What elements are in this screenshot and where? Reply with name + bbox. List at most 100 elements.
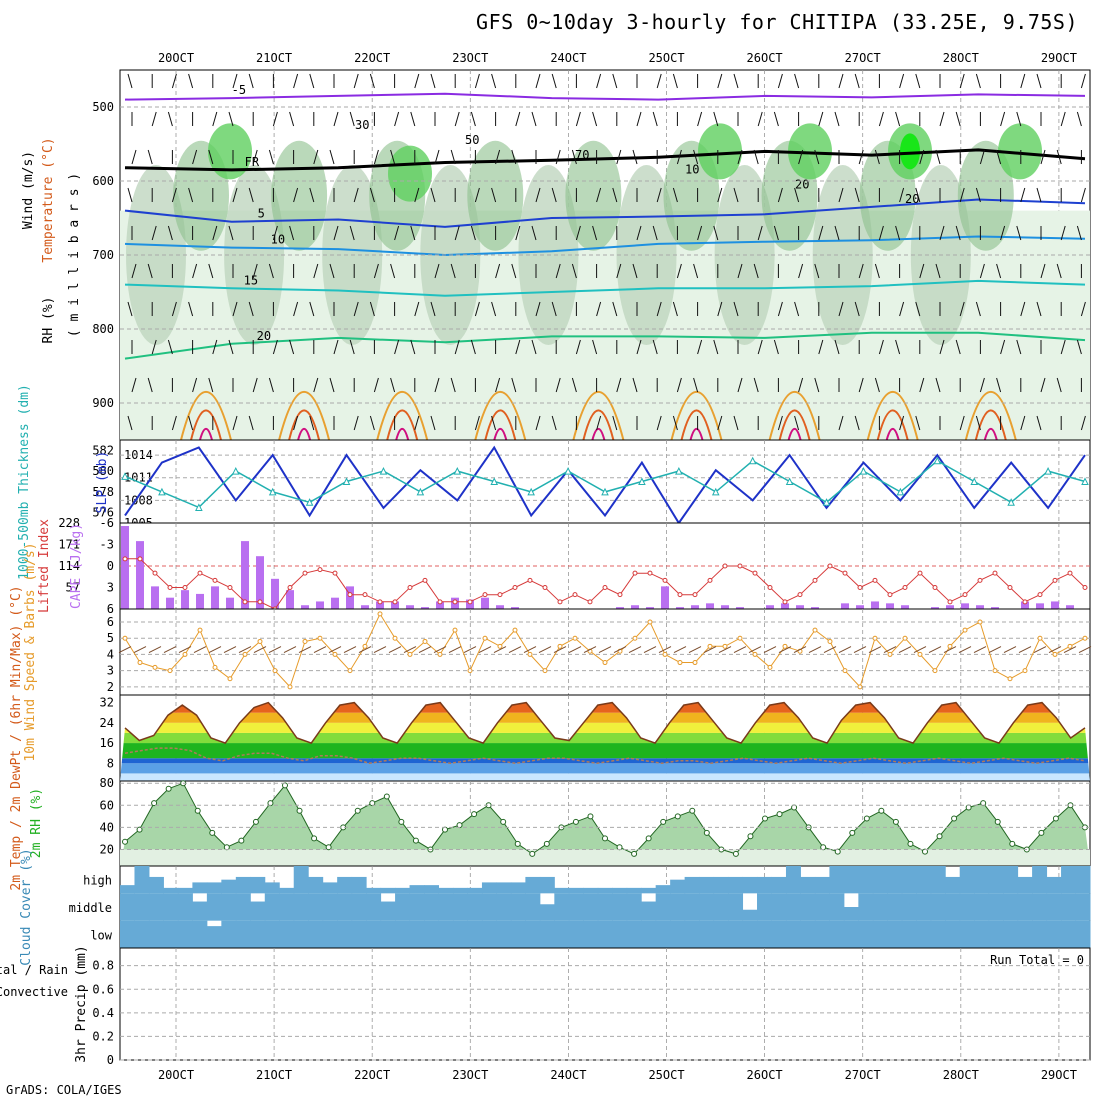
rh2m-point bbox=[529, 850, 536, 857]
pressure-tick: 800 bbox=[92, 322, 114, 336]
chart-title: GFS 0~10day 3-hourly for CHITIPA (33.25E… bbox=[476, 10, 1078, 34]
rh2m-point bbox=[660, 818, 667, 825]
cloud-bar bbox=[452, 920, 468, 948]
cloud-bar bbox=[539, 904, 555, 921]
rh2m-base bbox=[120, 849, 1090, 866]
wind-speed-point bbox=[527, 651, 533, 657]
thickness-point bbox=[896, 487, 905, 496]
wind-barb bbox=[632, 377, 638, 393]
rh-contour-label: 20 bbox=[795, 177, 809, 191]
rh2m-point bbox=[194, 807, 201, 814]
rh2m-point bbox=[587, 813, 594, 820]
cloud-bar bbox=[452, 893, 468, 921]
wind-barb bbox=[955, 225, 961, 241]
cloud-bar bbox=[930, 893, 946, 921]
surface-wind-barb bbox=[508, 646, 522, 654]
rh2m-point bbox=[689, 807, 696, 814]
wind-barb bbox=[818, 111, 824, 127]
li-point bbox=[707, 577, 713, 583]
temp-band bbox=[120, 722, 1090, 733]
cloud-bar bbox=[337, 920, 353, 948]
cloud-bar bbox=[597, 893, 613, 921]
wind-barb bbox=[491, 187, 497, 203]
wind-barb bbox=[333, 111, 339, 127]
wind-barb bbox=[293, 301, 299, 317]
top-xtick: 27OCT bbox=[845, 51, 881, 65]
cloud-bar bbox=[872, 920, 888, 948]
wind-barb bbox=[676, 377, 682, 393]
label-cloud: Cloud Cover (%) bbox=[19, 848, 34, 965]
wind-barb bbox=[612, 187, 618, 203]
rh2m-point bbox=[412, 837, 419, 844]
cloud-bar bbox=[568, 920, 584, 948]
wind-speed-point bbox=[122, 635, 128, 641]
wind-barb bbox=[192, 263, 198, 279]
pressure-tick: 500 bbox=[92, 100, 114, 114]
wind-barb bbox=[272, 111, 278, 127]
temp-band bbox=[120, 758, 1090, 764]
wind-barb bbox=[353, 415, 359, 431]
cloud-bar bbox=[380, 901, 396, 921]
wind-barb bbox=[996, 149, 1002, 165]
wind-barb bbox=[854, 187, 860, 203]
surface-wind-barb bbox=[148, 646, 162, 654]
rh2m-point bbox=[252, 818, 259, 825]
wind-speed-point bbox=[1037, 635, 1043, 641]
isotherm-line bbox=[124, 92, 1086, 101]
thickness-point bbox=[970, 477, 979, 485]
surface-wind-barb bbox=[838, 646, 852, 654]
top-xtick: 21OCT bbox=[256, 51, 292, 65]
wind-speed-point bbox=[452, 627, 458, 633]
wind-barb bbox=[592, 225, 598, 241]
wind-barb bbox=[353, 73, 359, 89]
wind-barb bbox=[171, 415, 177, 431]
wind-barb bbox=[127, 187, 133, 203]
wind-barb bbox=[939, 111, 945, 127]
wind-speed-point bbox=[437, 651, 443, 657]
wind-barb bbox=[515, 339, 521, 355]
wind-barb bbox=[693, 377, 699, 393]
cloud-bar bbox=[409, 920, 425, 948]
li-point bbox=[512, 585, 518, 590]
temp-tick: 24 bbox=[100, 716, 114, 730]
wind-speed-point bbox=[287, 684, 293, 690]
slp-tick: 1011 bbox=[124, 471, 153, 485]
wind-barb bbox=[777, 301, 783, 317]
wind-barb bbox=[414, 301, 420, 317]
wind-barb bbox=[777, 73, 783, 89]
li-point bbox=[137, 556, 143, 562]
wind-barb bbox=[208, 263, 214, 279]
warm-contour bbox=[474, 391, 527, 441]
wind-barb bbox=[1020, 301, 1026, 317]
li-point bbox=[1082, 585, 1088, 590]
wind-barb bbox=[612, 301, 618, 317]
wind-barb bbox=[289, 339, 295, 355]
cloud-bar bbox=[684, 876, 700, 894]
label-wind10m: 10m Wind Speed & Barbs (m/s) bbox=[23, 542, 38, 761]
bottom-xtick: 22OCT bbox=[354, 1068, 390, 1082]
wind-barb bbox=[192, 149, 198, 165]
wind-barb bbox=[672, 415, 678, 431]
cape-bar bbox=[841, 603, 849, 609]
surface-wind-barb bbox=[583, 646, 597, 654]
cloud-bar bbox=[829, 893, 845, 921]
thickness-point bbox=[711, 487, 720, 496]
wind-speed-point bbox=[827, 638, 833, 644]
label-wind: Wind (m/s) bbox=[21, 151, 36, 229]
wind-tick: 3 bbox=[107, 664, 114, 678]
wind-barb bbox=[697, 339, 703, 355]
cloud-bar bbox=[872, 893, 888, 921]
temp-tick: 32 bbox=[100, 696, 114, 710]
cape-bar bbox=[166, 597, 174, 609]
wind-barb bbox=[798, 149, 804, 165]
wind-speed-point bbox=[947, 643, 953, 649]
li-point bbox=[647, 570, 653, 576]
surface-wind-barb bbox=[613, 646, 627, 654]
wind-barb bbox=[289, 111, 295, 127]
cloud-bar bbox=[539, 920, 555, 948]
wind-barb bbox=[575, 225, 581, 241]
wind-barb bbox=[531, 225, 537, 241]
thickness-point bbox=[195, 503, 203, 511]
rh-shade-bright bbox=[900, 133, 920, 170]
cape-bar bbox=[1021, 601, 1029, 609]
